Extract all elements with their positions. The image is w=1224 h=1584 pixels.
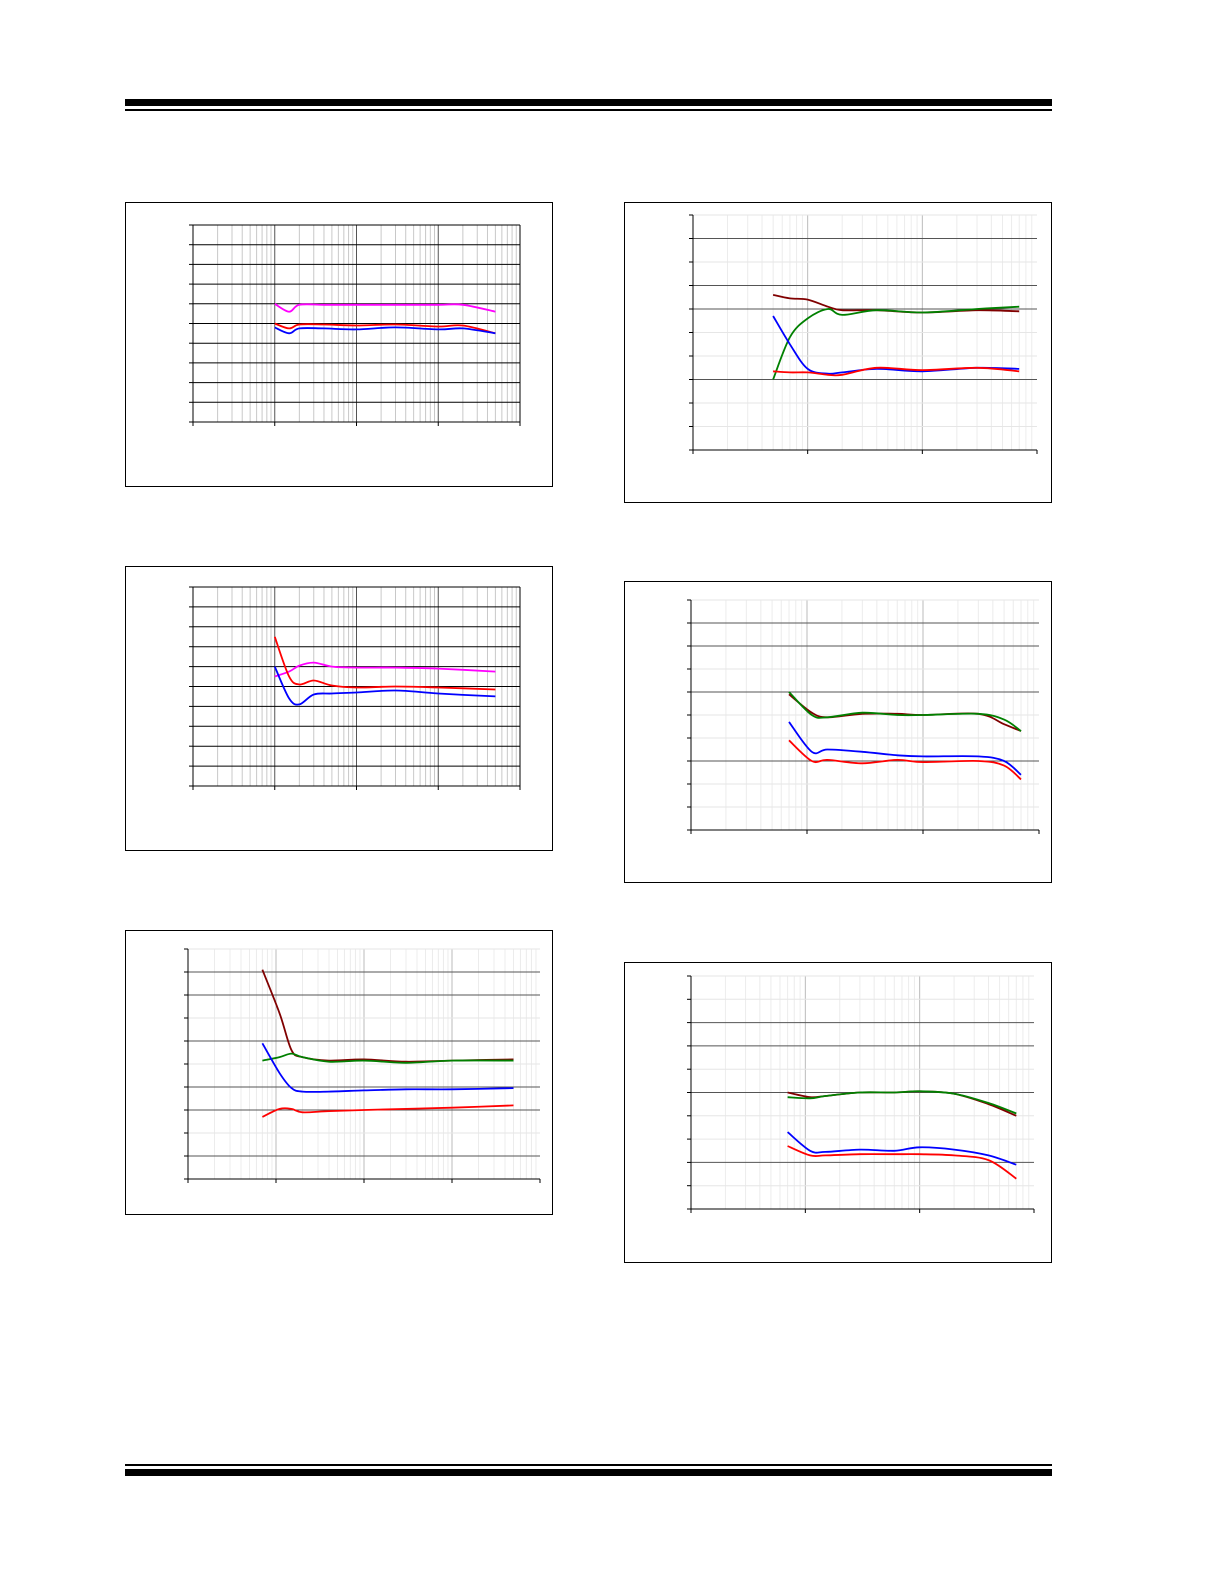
footer-rule-thick bbox=[125, 1469, 1052, 1476]
header-rule-thin bbox=[125, 109, 1052, 111]
chart-3 bbox=[184, 948, 541, 1183]
chart-panel-5 bbox=[624, 581, 1052, 883]
series-line-3 bbox=[274, 326, 496, 335]
series-line-2 bbox=[772, 305, 1020, 380]
series-line-3 bbox=[788, 721, 1022, 776]
series-line-1 bbox=[274, 303, 496, 313]
series-line-1 bbox=[261, 969, 514, 1063]
series-line-4 bbox=[262, 1104, 514, 1118]
chart-panel-1 bbox=[125, 202, 553, 487]
series-line-2 bbox=[788, 691, 1022, 732]
grid bbox=[189, 224, 521, 426]
series-line-4 bbox=[773, 366, 1020, 377]
chart-5 bbox=[687, 599, 1040, 834]
series-line-2 bbox=[273, 636, 496, 691]
series-line-4 bbox=[787, 1145, 1017, 1180]
series-line-3 bbox=[261, 1042, 514, 1093]
chart-1 bbox=[189, 224, 521, 426]
chart-6 bbox=[687, 975, 1035, 1213]
grid bbox=[689, 214, 1038, 454]
chart-2 bbox=[189, 586, 521, 790]
series-line-3 bbox=[787, 1131, 1017, 1166]
series-line-3 bbox=[772, 315, 1020, 375]
series-line-2 bbox=[262, 1052, 514, 1064]
grid bbox=[184, 948, 541, 1183]
grid bbox=[687, 599, 1040, 834]
chart-panel-2 bbox=[125, 566, 553, 851]
series-line-3 bbox=[273, 666, 496, 706]
series-line-2 bbox=[274, 322, 496, 335]
chart-4 bbox=[689, 214, 1038, 454]
chart-panel-6 bbox=[624, 962, 1052, 1263]
header-rule-thick bbox=[125, 99, 1052, 106]
series-line-1 bbox=[788, 693, 1022, 732]
series-line-4 bbox=[788, 739, 1022, 781]
grid bbox=[687, 975, 1035, 1213]
chart-panel-4 bbox=[624, 202, 1052, 503]
series-line-1 bbox=[772, 294, 1020, 314]
series-line-2 bbox=[787, 1090, 1017, 1115]
series-line-1 bbox=[274, 661, 496, 678]
chart-panel-3 bbox=[125, 930, 553, 1215]
footer-rule-thin bbox=[125, 1464, 1052, 1466]
